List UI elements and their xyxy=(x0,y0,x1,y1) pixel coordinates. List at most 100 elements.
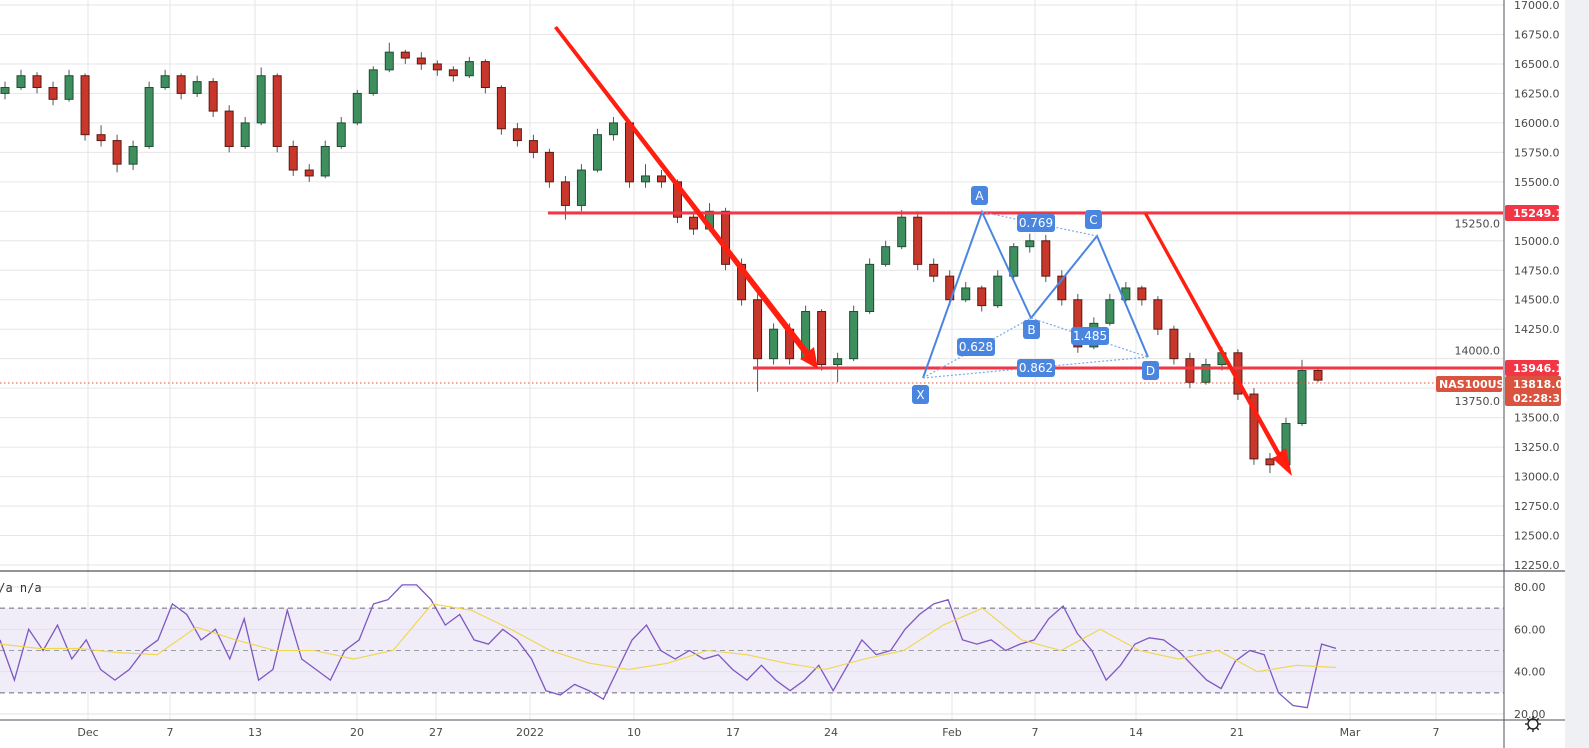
candle-body xyxy=(1249,393,1259,460)
candle-body xyxy=(48,87,58,100)
time-tick-label: Dec xyxy=(77,726,98,739)
price-tick-label: 13750.0 xyxy=(1455,395,1501,408)
candle-body xyxy=(368,69,378,94)
candle-body xyxy=(560,181,570,206)
grid xyxy=(0,0,1504,720)
candle xyxy=(689,211,699,235)
candle-body xyxy=(1297,369,1307,425)
time-tick-label: 14 xyxy=(1129,726,1143,739)
rsi-ticks: 80.00 60.00 40.00 20.00 xyxy=(1514,581,1546,721)
svg-text:15249.1: 15249.1 xyxy=(1513,207,1563,220)
candle xyxy=(1041,234,1051,283)
candle-body xyxy=(112,140,122,165)
gear-icon[interactable] xyxy=(1525,716,1541,732)
svg-text:D: D xyxy=(1146,364,1155,378)
price-tick-label: 15000.0 xyxy=(1514,235,1560,248)
time-tick-label: 27 xyxy=(429,726,443,739)
candle xyxy=(945,270,955,306)
candle xyxy=(849,305,859,362)
price-tick-label: 15750.0 xyxy=(1514,146,1560,159)
candle-body xyxy=(1105,299,1115,324)
candle xyxy=(1297,359,1307,426)
candle-body xyxy=(240,122,250,147)
candle-body xyxy=(817,311,827,366)
time-tick-label: 17 xyxy=(726,726,740,739)
candle-body xyxy=(608,122,618,136)
candle xyxy=(464,56,474,79)
candle-body xyxy=(913,216,923,265)
price-tick-label: 13250.0 xyxy=(1514,441,1560,454)
candle xyxy=(1009,243,1019,279)
candle xyxy=(64,69,74,102)
candle-body xyxy=(1025,240,1035,248)
candle xyxy=(224,105,234,153)
svg-text:A: A xyxy=(975,189,984,203)
candle xyxy=(448,66,458,82)
candle xyxy=(112,134,122,173)
time-tick-label: 2022 xyxy=(516,726,544,739)
candle xyxy=(144,81,154,149)
candle-body xyxy=(464,61,474,77)
candle xyxy=(721,207,731,271)
candle xyxy=(865,258,875,314)
candle xyxy=(897,210,907,250)
candle-body xyxy=(336,122,346,147)
price-tick-label: 17000.0 xyxy=(1514,0,1560,12)
candle xyxy=(160,69,170,90)
candle xyxy=(1265,453,1275,474)
trend-arrow-1[interactable] xyxy=(554,26,818,369)
rsi-pane[interactable] xyxy=(0,584,1504,715)
candle-body xyxy=(16,75,26,89)
candle-body xyxy=(1137,287,1147,301)
time-axis[interactable]: Dec 7 13 20 27 2022 10 17 24 Feb 7 14 21 Mar 7 xyxy=(77,726,1439,739)
time-tick-label: Mar xyxy=(1340,726,1361,739)
candle xyxy=(416,52,426,70)
candle xyxy=(480,59,490,94)
point-label-a: A xyxy=(971,186,988,205)
svg-text:13818.0: 13818.0 xyxy=(1513,378,1563,391)
candle-body xyxy=(160,75,170,89)
candle xyxy=(913,211,923,271)
point-label-b: B xyxy=(1023,320,1040,339)
candle-body xyxy=(1313,369,1323,381)
svg-text:0.769: 0.769 xyxy=(1019,216,1053,230)
candle-body xyxy=(224,110,234,147)
candle-body xyxy=(256,75,266,124)
point-label-x: X xyxy=(912,385,929,404)
candle xyxy=(336,117,346,149)
time-tick-label: 13 xyxy=(248,726,262,739)
candle xyxy=(1201,358,1211,385)
point-label-d: D xyxy=(1142,361,1159,380)
candle xyxy=(881,240,891,267)
svg-text:B: B xyxy=(1027,323,1035,337)
time-tick-label: 24 xyxy=(824,726,838,739)
candle xyxy=(528,134,538,159)
candle xyxy=(576,164,586,212)
candle xyxy=(240,117,250,149)
candle xyxy=(640,164,650,188)
trend-arrow-2[interactable] xyxy=(1144,213,1292,476)
time-tick-label: 7 xyxy=(167,726,174,739)
candle xyxy=(1057,270,1067,306)
drawings[interactable]: A C B D X 0.769 0.628 1.485 0.862 xyxy=(0,26,1503,476)
time-tick-label: 20 xyxy=(350,726,364,739)
svg-text:0.628: 0.628 xyxy=(959,340,993,354)
candles[interactable] xyxy=(0,42,1323,474)
rsi-legend-values: n/a n/a xyxy=(0,581,42,595)
level-tag-lower: 13946.1 xyxy=(1505,360,1563,376)
candle xyxy=(1153,296,1163,336)
ratio-label-bd: 1.485 xyxy=(1071,327,1109,345)
rsi-tick-label: 80.00 xyxy=(1514,581,1546,594)
candle xyxy=(624,120,634,188)
candle xyxy=(512,122,522,147)
candle-body xyxy=(1041,240,1051,277)
candle-body xyxy=(512,128,522,142)
candle-body xyxy=(288,145,298,171)
price-tick-label: 14250.0 xyxy=(1514,323,1560,336)
price-tick-label: 12500.0 xyxy=(1514,530,1560,543)
candle-body xyxy=(640,175,650,183)
candle-body xyxy=(320,145,330,177)
svg-text:NAS100USD: NAS100USD xyxy=(1439,378,1514,391)
xabcd-pattern[interactable]: A C B D X 0.769 0.628 1.485 0.862 xyxy=(912,186,1159,404)
